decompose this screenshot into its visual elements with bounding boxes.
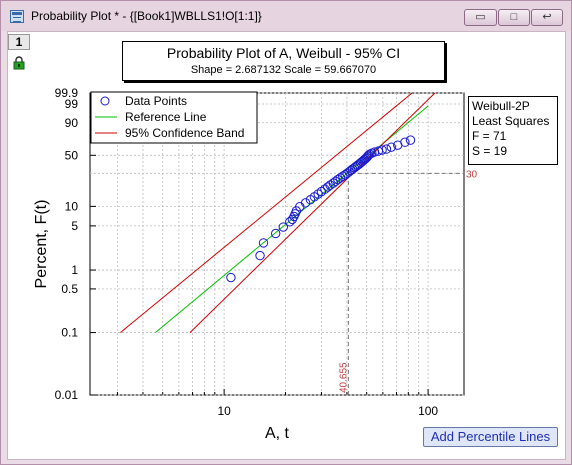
y-tick-label: 1 <box>71 263 78 277</box>
legend-label: 95% Confidence Band <box>125 126 244 140</box>
y-tick-label: 0.5 <box>61 282 78 296</box>
data-point <box>278 222 288 232</box>
info-method: Least Squares <box>472 114 550 128</box>
x-axis-label: A, t <box>265 425 290 442</box>
x-tick-label: 100 <box>418 404 438 418</box>
info-failures: F = 71 <box>472 129 507 143</box>
data-point <box>313 189 323 199</box>
data-point <box>381 144 392 154</box>
confidence-band-upper <box>120 93 413 333</box>
y-tick-label: 10 <box>65 199 79 213</box>
y-tick-label: 0.01 <box>55 388 79 402</box>
legend-data-marker <box>100 96 110 106</box>
data-point <box>258 238 269 248</box>
plot-subtitle: Shape = 2.687132 Scale = 59.667070 <box>190 64 377 76</box>
data-point <box>405 135 416 145</box>
legend-label: Data Points <box>125 94 187 108</box>
plot-title: Probability Plot of A, Weibull - 95% CI <box>166 45 401 61</box>
window-title: Probability Plot * - {[Book1]WBLLS1!O[1:… <box>31 9 262 23</box>
add-percentile-lines-button[interactable]: Add Percentile Lines <box>423 427 558 447</box>
info-suspensions: S = 19 <box>472 144 508 158</box>
data-point <box>386 142 396 152</box>
y-tick-label: 99 <box>65 97 79 111</box>
maximize-button[interactable]: □ <box>498 9 530 26</box>
legend-box <box>90 91 258 144</box>
plot-title-box[interactable]: Probability Plot of A, Weibull - 95% CI … <box>122 41 445 81</box>
percentile-percent-label: 30 <box>466 169 478 180</box>
info-distribution: Weibull-2P <box>472 99 530 113</box>
graph-window-icon <box>10 10 24 23</box>
data-point <box>335 173 345 183</box>
y-tick-label: 99.9 <box>55 86 79 100</box>
x-tick-label: 10 <box>217 404 231 418</box>
data-point <box>270 228 281 239</box>
percentile-line <box>347 172 464 395</box>
restore-button[interactable]: ↩ <box>531 9 563 26</box>
minimize-button[interactable]: ▭ <box>464 9 497 26</box>
data-point <box>377 145 387 155</box>
title-bar[interactable]: Probability Plot * - {[Book1]WBLLS1!O[1:… <box>1 1 571 31</box>
layer-number-button[interactable]: 1 <box>8 34 30 50</box>
confidence-band-lower <box>189 93 436 333</box>
data-point <box>226 272 236 283</box>
y-tick-label: 5 <box>71 219 78 233</box>
data-point <box>255 250 265 261</box>
y-axis-label: Percent, F(t) <box>33 200 50 289</box>
data-point <box>330 176 341 187</box>
data-point <box>300 198 311 208</box>
fit-info-box[interactable]: Weibull-2P Least Squares F = 71 S = 19 <box>468 96 558 165</box>
legend-label: Reference Line <box>125 110 207 124</box>
y-tick-label: 50 <box>65 148 79 162</box>
data-point <box>333 174 343 185</box>
y-tick-label: 90 <box>65 116 79 130</box>
data-point <box>400 137 410 147</box>
data-point <box>365 149 375 159</box>
percentile-value-label: 40.655 <box>338 362 349 393</box>
y-tick-label: 0.1 <box>61 326 78 340</box>
lock-icon[interactable] <box>12 56 26 70</box>
